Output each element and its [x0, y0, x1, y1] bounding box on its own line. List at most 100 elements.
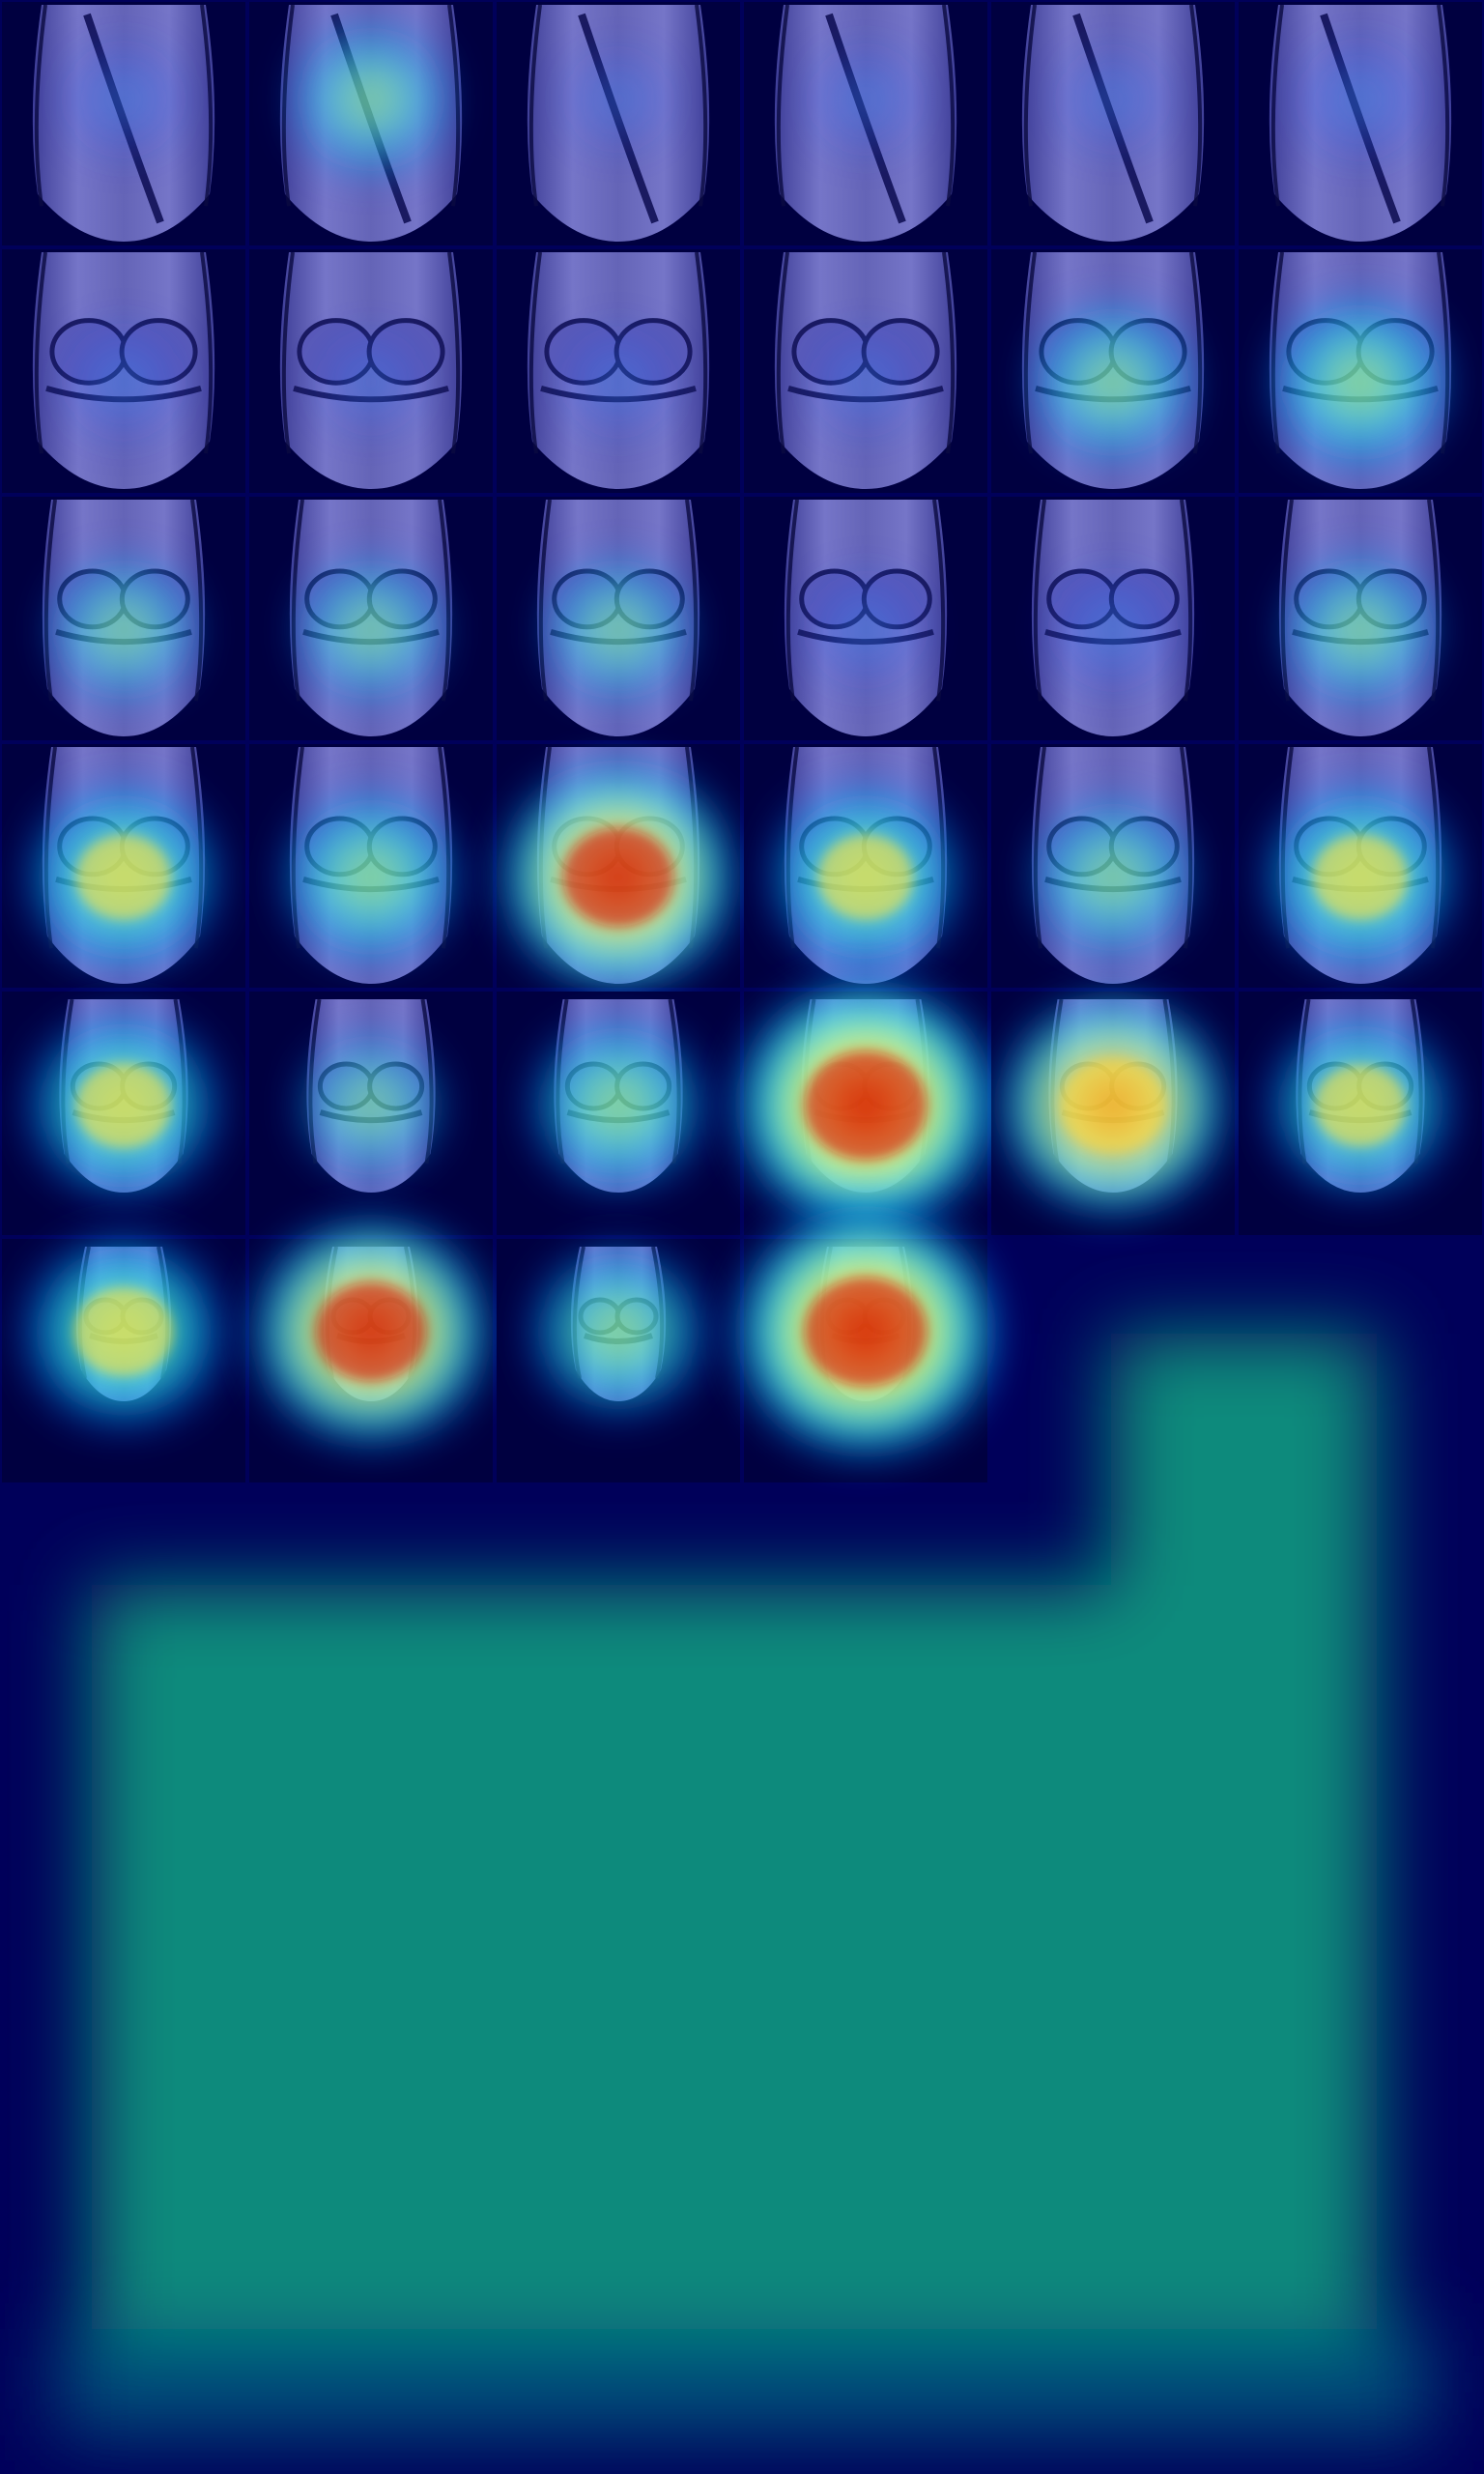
skin-edge-right: [447, 4, 461, 207]
skin-edge-right: [1189, 251, 1203, 454]
skin-edge-left: [34, 4, 47, 207]
slice-tile: [991, 249, 1235, 493]
heatmap-blob: [556, 323, 680, 442]
skin-edge-right: [1180, 499, 1193, 702]
skin-edge-right: [1189, 4, 1203, 207]
heatmap-core: [804, 1050, 928, 1161]
heatmap-blob: [1276, 550, 1444, 709]
slice-tile: [497, 249, 740, 493]
heatmap-core: [804, 1277, 928, 1387]
slice-tile: [991, 744, 1235, 988]
slice-tile: [496, 744, 741, 994]
heatmap-core: [1314, 1065, 1407, 1146]
heatmap-blob: [1025, 299, 1201, 467]
heatmap-blob: [1025, 793, 1201, 962]
skin-edge-left: [291, 499, 304, 702]
heatmap-blob: [57, 36, 190, 163]
slice-tile: [249, 744, 493, 988]
heatmap-core: [1059, 1058, 1167, 1153]
slice-tile: [744, 744, 987, 988]
skin-edge-left: [776, 4, 789, 207]
slice-tile: [991, 992, 1235, 1235]
slice-tile: [248, 1215, 494, 1482]
slice-tile: [1239, 249, 1482, 493]
slice-tile: [497, 992, 740, 1235]
skin-edge-left: [1023, 251, 1037, 454]
heatmap-blob: [313, 328, 429, 438]
skin-edge-right: [200, 251, 214, 454]
slice-tile: [729, 976, 1002, 1235]
skin-edge-left: [538, 499, 552, 702]
heatmap-blob: [560, 44, 676, 155]
skin-edge-right: [200, 4, 214, 207]
heatmap-core: [817, 835, 914, 920]
skin-edge-right: [190, 499, 204, 702]
slice-tile: [744, 2, 987, 245]
skin-edge-left: [43, 499, 57, 702]
skin-edge-left: [528, 4, 542, 207]
heatmap-blob: [57, 319, 190, 446]
slice-tile: [1239, 992, 1482, 1235]
empty-region: [58, 1334, 1430, 2435]
slice-tile: [497, 2, 740, 245]
skin-edge-left: [776, 251, 789, 454]
skin-edge-left: [528, 251, 542, 454]
heatmap-blob: [522, 1014, 715, 1197]
heatmap-blob: [287, 19, 455, 180]
skin-edge-left: [281, 4, 295, 207]
slice-tile: [2, 992, 245, 1235]
heatmap-blob: [1290, 32, 1431, 167]
slice-tile: [497, 497, 740, 740]
heatmap-core: [75, 1063, 172, 1148]
heatmap-blob: [805, 325, 927, 440]
slice-tile: [249, 249, 493, 493]
heatmap-blob: [804, 41, 928, 158]
skin-edge-left: [281, 251, 295, 454]
slice-tile: [249, 992, 493, 1235]
skin-edge-right: [942, 4, 956, 207]
skin-edge-right: [695, 251, 708, 454]
slice-tile: [2, 744, 245, 988]
skin-edge-right: [942, 251, 956, 454]
slice-tile: [729, 1202, 1002, 1482]
slice-tile: [1239, 744, 1482, 988]
slice-tile: [2, 1227, 245, 1482]
slice-tile: [2, 2, 245, 245]
heatmap-core: [75, 835, 172, 920]
heatmap-blob: [1264, 290, 1457, 475]
skin-edge-left: [785, 499, 799, 702]
heatmap-blob: [292, 554, 450, 705]
slice-tile: [2, 497, 245, 740]
skin-edge-left: [34, 251, 47, 454]
heatmap-core: [562, 827, 674, 927]
heatmap-core: [73, 1287, 174, 1376]
slice-tile: [249, 497, 493, 740]
skin-edge-right: [1437, 4, 1450, 207]
skin-edge-left: [1033, 499, 1046, 702]
slice-tile: [1239, 497, 1482, 740]
skin-edge-left: [1023, 4, 1037, 207]
heatmap-blob: [799, 566, 932, 693]
slice-grid: [2, 2, 1482, 1482]
slice-tile: [744, 249, 987, 493]
slice-tile: [2, 249, 245, 493]
slice-tile: [249, 2, 493, 245]
heatmap-core: [315, 1282, 427, 1381]
slice-tile: [744, 497, 987, 740]
heatmap-blob: [522, 1240, 715, 1424]
heatmap-core: [1312, 835, 1409, 920]
heatmap-blob: [539, 554, 698, 705]
skin-edge-right: [685, 499, 699, 702]
skin-edge-left: [1270, 4, 1284, 207]
slice-tile: [497, 1239, 740, 1482]
heatmap-blob: [1052, 42, 1174, 158]
skin-edge-right: [932, 499, 946, 702]
slice-tile: [991, 497, 1235, 740]
slice-tile: [991, 2, 1235, 245]
heatmap-blob: [44, 554, 203, 705]
skin-edge-right: [438, 499, 451, 702]
heatmap-blob: [292, 1030, 450, 1181]
heatmap-blob: [274, 785, 468, 969]
heatmap-blob: [1042, 562, 1184, 698]
